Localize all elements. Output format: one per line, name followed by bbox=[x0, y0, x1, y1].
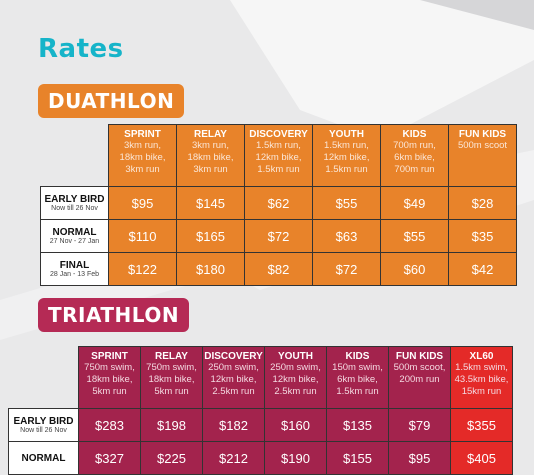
row-label-normal: NORMAL bbox=[8, 441, 79, 475]
price-cell: $95 bbox=[388, 441, 451, 475]
table-row: NORMAL 27 Nov - 27 Jan $110 $165 $72 $63… bbox=[40, 219, 517, 253]
column-header-discovery: DISCOVERY 250m swim, 12km bike, 2.5km ru… bbox=[202, 346, 265, 409]
column-header-fun-kids: FUN KIDS 500m scoot bbox=[448, 124, 517, 187]
triathlon-rates-table: SPRINT 750m swim, 18km bike, 5km run REL… bbox=[8, 346, 513, 475]
column-header-youth: YOUTH 1.5km run, 12km bike, 1.5km run bbox=[312, 124, 381, 187]
price-cell: $327 bbox=[78, 441, 141, 475]
price-cell: $55 bbox=[380, 219, 449, 253]
price-cell: $82 bbox=[244, 252, 313, 286]
table-row: NORMAL $327 $225 $212 $190 $155 $95 $405 bbox=[8, 441, 513, 475]
column-header-sprint: SPRINT 3km run, 18km bike, 3km run bbox=[108, 124, 177, 187]
price-cell: $135 bbox=[326, 408, 389, 442]
price-cell: $122 bbox=[108, 252, 177, 286]
table-header-row: SPRINT 750m swim, 18km bike, 5km run REL… bbox=[9, 346, 513, 409]
price-cell: $182 bbox=[202, 408, 265, 442]
row-label-early-bird: EARLY BIRD Now till 26 Nov bbox=[40, 186, 109, 220]
price-cell: $145 bbox=[176, 186, 245, 220]
price-cell: $79 bbox=[388, 408, 451, 442]
column-header-xl60: XL60 1.5km swim, 43.5km bike, 15km run bbox=[450, 346, 513, 409]
column-header-sprint: SPRINT 750m swim, 18km bike, 5km run bbox=[78, 346, 141, 409]
column-header-discovery: DISCOVERY 1.5km run, 12km bike, 1.5km ru… bbox=[244, 124, 313, 187]
table-corner bbox=[9, 347, 79, 409]
price-cell: $60 bbox=[380, 252, 449, 286]
price-cell: $160 bbox=[264, 408, 327, 442]
row-label-early-bird: EARLY BIRD Now till 26 Nov bbox=[8, 408, 79, 442]
price-cell: $110 bbox=[108, 219, 177, 253]
price-cell: $42 bbox=[448, 252, 517, 286]
column-header-youth: YOUTH 250m swim, 12km bike, 2.5km run bbox=[264, 346, 327, 409]
price-cell: $155 bbox=[326, 441, 389, 475]
column-header-relay: RELAY 750m swim, 18km bike, 5km run bbox=[140, 346, 203, 409]
column-header-relay: RELAY 3km run, 18km bike, 3km run bbox=[176, 124, 245, 187]
price-cell: $95 bbox=[108, 186, 177, 220]
price-cell: $355 bbox=[450, 408, 513, 442]
price-cell: $190 bbox=[264, 441, 327, 475]
price-cell: $180 bbox=[176, 252, 245, 286]
price-cell: $165 bbox=[176, 219, 245, 253]
duathlon-rates-table: SPRINT 3km run, 18km bike, 3km run RELAY… bbox=[40, 124, 517, 286]
price-cell: $63 bbox=[312, 219, 381, 253]
price-cell: $62 bbox=[244, 186, 313, 220]
price-cell: $35 bbox=[448, 219, 517, 253]
price-cell: $72 bbox=[244, 219, 313, 253]
column-header-kids: KIDS 150m swim, 6km bike, 1.5km run bbox=[326, 346, 389, 409]
table-row: EARLY BIRD Now till 26 Nov $95 $145 $62 … bbox=[40, 186, 517, 220]
price-cell: $283 bbox=[78, 408, 141, 442]
duathlon-heading: DUATHLON bbox=[38, 84, 185, 118]
triathlon-heading: TRIATHLON bbox=[38, 298, 190, 332]
column-header-fun-kids: FUN KIDS 500m scoot, 200m run bbox=[388, 346, 451, 409]
price-cell: $212 bbox=[202, 441, 265, 475]
page-title: Rates bbox=[38, 34, 124, 64]
table-corner bbox=[41, 125, 109, 187]
price-cell: $28 bbox=[448, 186, 517, 220]
table-row: EARLY BIRD Now till 26 Nov $283 $198 $18… bbox=[8, 408, 513, 442]
price-cell: $225 bbox=[140, 441, 203, 475]
row-label-final: FINAL 28 Jan - 13 Feb bbox=[40, 252, 109, 286]
price-cell: $55 bbox=[312, 186, 381, 220]
row-label-normal: NORMAL 27 Nov - 27 Jan bbox=[40, 219, 109, 253]
table-row: FINAL 28 Jan - 13 Feb $122 $180 $82 $72 … bbox=[40, 252, 517, 286]
price-cell: $405 bbox=[450, 441, 513, 475]
price-cell: $49 bbox=[380, 186, 449, 220]
price-cell: $198 bbox=[140, 408, 203, 442]
column-header-kids: KIDS 700m run, 6km bike, 700m run bbox=[380, 124, 449, 187]
price-cell: $72 bbox=[312, 252, 381, 286]
table-header-row: SPRINT 3km run, 18km bike, 3km run RELAY… bbox=[41, 124, 517, 187]
